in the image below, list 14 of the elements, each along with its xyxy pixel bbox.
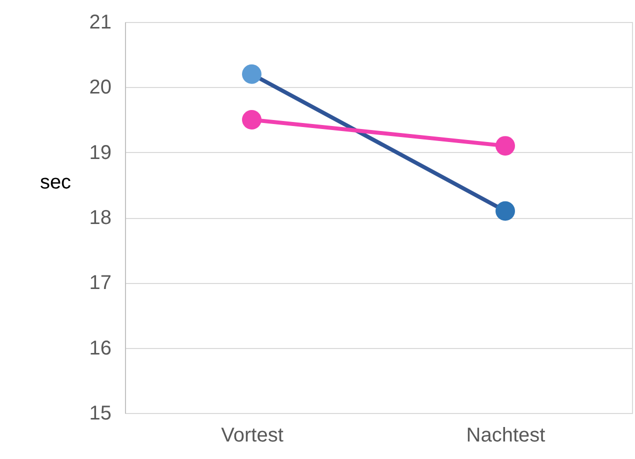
point (496, 201, 515, 221)
y-tick-label: 21 (89, 12, 112, 34)
y-tick-label: 20 (89, 76, 112, 99)
x-tick-label: Vortest (221, 424, 284, 446)
point (496, 136, 515, 156)
x-tick-label: Nachtest (466, 424, 546, 446)
y-tick-label: 16 (89, 337, 112, 360)
point (242, 110, 262, 130)
y-tick-label: 17 (89, 272, 112, 294)
y-tick-label: 19 (89, 142, 112, 164)
y-axis-title: sec (40, 172, 72, 194)
y-tick-label: 15 (89, 402, 112, 424)
point (242, 64, 262, 84)
y-tick-label: 18 (89, 207, 112, 229)
